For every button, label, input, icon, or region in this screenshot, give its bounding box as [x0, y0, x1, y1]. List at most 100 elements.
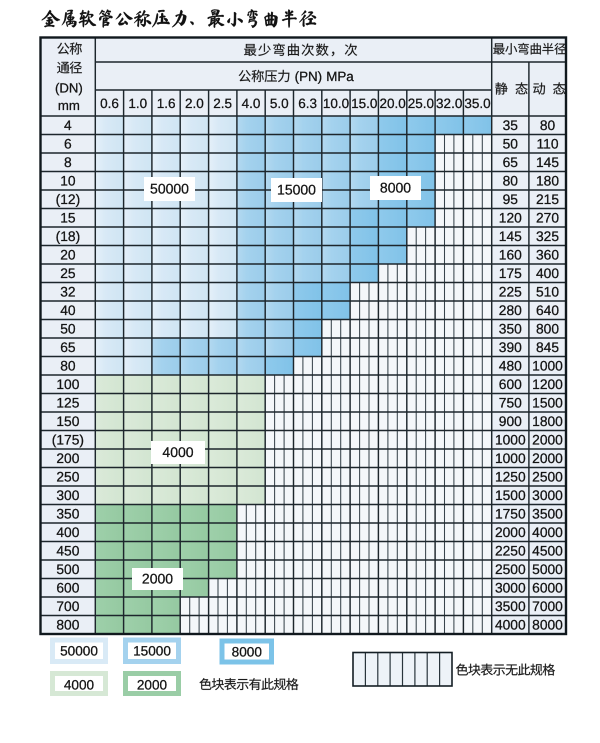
svg-text:1.6: 1.6 [157, 96, 176, 111]
svg-text:480: 480 [499, 359, 522, 374]
svg-text:500: 500 [56, 562, 79, 577]
svg-text:3500: 3500 [532, 507, 563, 522]
svg-text:180: 180 [536, 174, 559, 189]
svg-text:8000: 8000 [380, 180, 411, 196]
svg-text:270: 270 [536, 211, 559, 226]
svg-text:1000: 1000 [532, 359, 563, 374]
svg-text:900: 900 [499, 414, 522, 429]
svg-text:150: 150 [56, 414, 79, 429]
svg-text:2250: 2250 [495, 544, 526, 559]
svg-text:360: 360 [536, 248, 559, 263]
svg-text:50: 50 [503, 137, 519, 152]
svg-text:5000: 5000 [532, 562, 563, 577]
svg-text:40: 40 [60, 303, 76, 318]
svg-text:35: 35 [503, 118, 519, 133]
svg-text:15000: 15000 [133, 644, 171, 659]
svg-text:15000: 15000 [277, 182, 316, 198]
svg-text:110: 110 [537, 137, 559, 152]
svg-text:6.3: 6.3 [298, 96, 317, 111]
svg-text:215: 215 [536, 192, 559, 207]
svg-text:2.5: 2.5 [213, 96, 232, 111]
svg-text:1500: 1500 [532, 396, 563, 411]
svg-text:600: 600 [499, 377, 522, 392]
svg-text:1200: 1200 [532, 377, 563, 392]
svg-text:1250: 1250 [495, 470, 526, 485]
svg-text:7000: 7000 [532, 599, 563, 614]
svg-text:80: 80 [503, 174, 519, 189]
svg-text:800: 800 [56, 618, 79, 633]
svg-text:175: 175 [499, 266, 522, 281]
svg-text:8000: 8000 [532, 618, 563, 633]
svg-text:350: 350 [499, 322, 522, 337]
svg-text:80: 80 [60, 359, 76, 374]
svg-text:125: 125 [56, 396, 79, 411]
svg-text:600: 600 [56, 581, 79, 596]
svg-text:8: 8 [64, 155, 72, 170]
svg-text:4000: 4000 [162, 444, 193, 460]
svg-text:250: 250 [56, 470, 79, 485]
svg-text:(175): (175) [52, 433, 84, 448]
svg-text:2500: 2500 [532, 470, 563, 485]
svg-text:10.0: 10.0 [323, 96, 349, 111]
svg-text:0.6: 0.6 [100, 96, 119, 111]
svg-text:800: 800 [536, 322, 559, 337]
svg-text:25: 25 [60, 266, 76, 281]
svg-text:25.0: 25.0 [408, 96, 434, 111]
svg-text:4.0: 4.0 [242, 96, 261, 111]
svg-text:(DN): (DN) [55, 81, 83, 96]
svg-text:145: 145 [499, 229, 522, 244]
svg-text:100: 100 [56, 377, 79, 392]
svg-text:(18): (18) [56, 229, 81, 244]
svg-text:2000: 2000 [137, 678, 168, 693]
svg-text:750: 750 [499, 396, 522, 411]
svg-text:3000: 3000 [532, 488, 563, 503]
svg-text:3500: 3500 [495, 599, 526, 614]
svg-text:2000: 2000 [142, 571, 173, 587]
svg-text:2.0: 2.0 [185, 96, 204, 111]
svg-text:145: 145 [536, 155, 559, 170]
svg-text:1500: 1500 [495, 488, 526, 503]
svg-text:2000: 2000 [532, 433, 563, 448]
svg-text:6: 6 [64, 137, 72, 152]
svg-text:15: 15 [60, 211, 76, 226]
svg-text:32: 32 [60, 285, 75, 300]
svg-text:400: 400 [536, 266, 559, 281]
svg-text:450: 450 [56, 544, 79, 559]
svg-text:65: 65 [503, 155, 519, 170]
svg-text:35.0: 35.0 [464, 96, 490, 111]
svg-text:MPa: MPa [326, 69, 354, 84]
svg-text:700: 700 [56, 599, 79, 614]
svg-text:20.0: 20.0 [379, 96, 405, 111]
svg-text:(12): (12) [56, 192, 81, 207]
svg-text:(PN): (PN) [295, 69, 323, 84]
svg-text:95: 95 [503, 192, 519, 207]
svg-text:225: 225 [499, 285, 522, 300]
svg-text:2000: 2000 [495, 525, 526, 540]
svg-text:200: 200 [56, 451, 79, 466]
svg-text:845: 845 [536, 340, 559, 355]
svg-text:160: 160 [499, 248, 522, 263]
svg-text:4: 4 [64, 118, 72, 133]
svg-text:80: 80 [540, 118, 556, 133]
svg-text:4000: 4000 [495, 618, 526, 633]
svg-text:32.0: 32.0 [436, 96, 462, 111]
svg-text:325: 325 [536, 229, 559, 244]
svg-text:1000: 1000 [495, 451, 526, 466]
svg-text:5.0: 5.0 [270, 96, 289, 111]
svg-text:4000: 4000 [64, 678, 95, 693]
svg-text:15.0: 15.0 [351, 96, 377, 111]
svg-text:mm: mm [58, 98, 80, 113]
svg-text:2000: 2000 [532, 451, 563, 466]
svg-text:400: 400 [56, 525, 79, 540]
svg-text:10: 10 [60, 174, 76, 189]
svg-text:4000: 4000 [532, 525, 563, 540]
svg-text:350: 350 [56, 507, 79, 522]
svg-text:2500: 2500 [495, 562, 526, 577]
svg-text:50: 50 [60, 322, 76, 337]
svg-text:1750: 1750 [495, 507, 526, 522]
svg-text:1.0: 1.0 [128, 96, 147, 111]
svg-text:390: 390 [499, 340, 522, 355]
svg-text:8000: 8000 [232, 644, 263, 659]
svg-text:6000: 6000 [532, 581, 563, 596]
svg-text:50000: 50000 [60, 644, 98, 659]
